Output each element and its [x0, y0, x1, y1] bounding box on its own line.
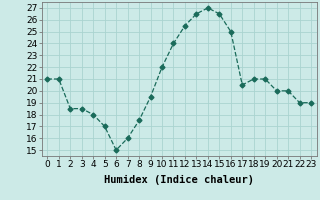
X-axis label: Humidex (Indice chaleur): Humidex (Indice chaleur): [104, 175, 254, 185]
